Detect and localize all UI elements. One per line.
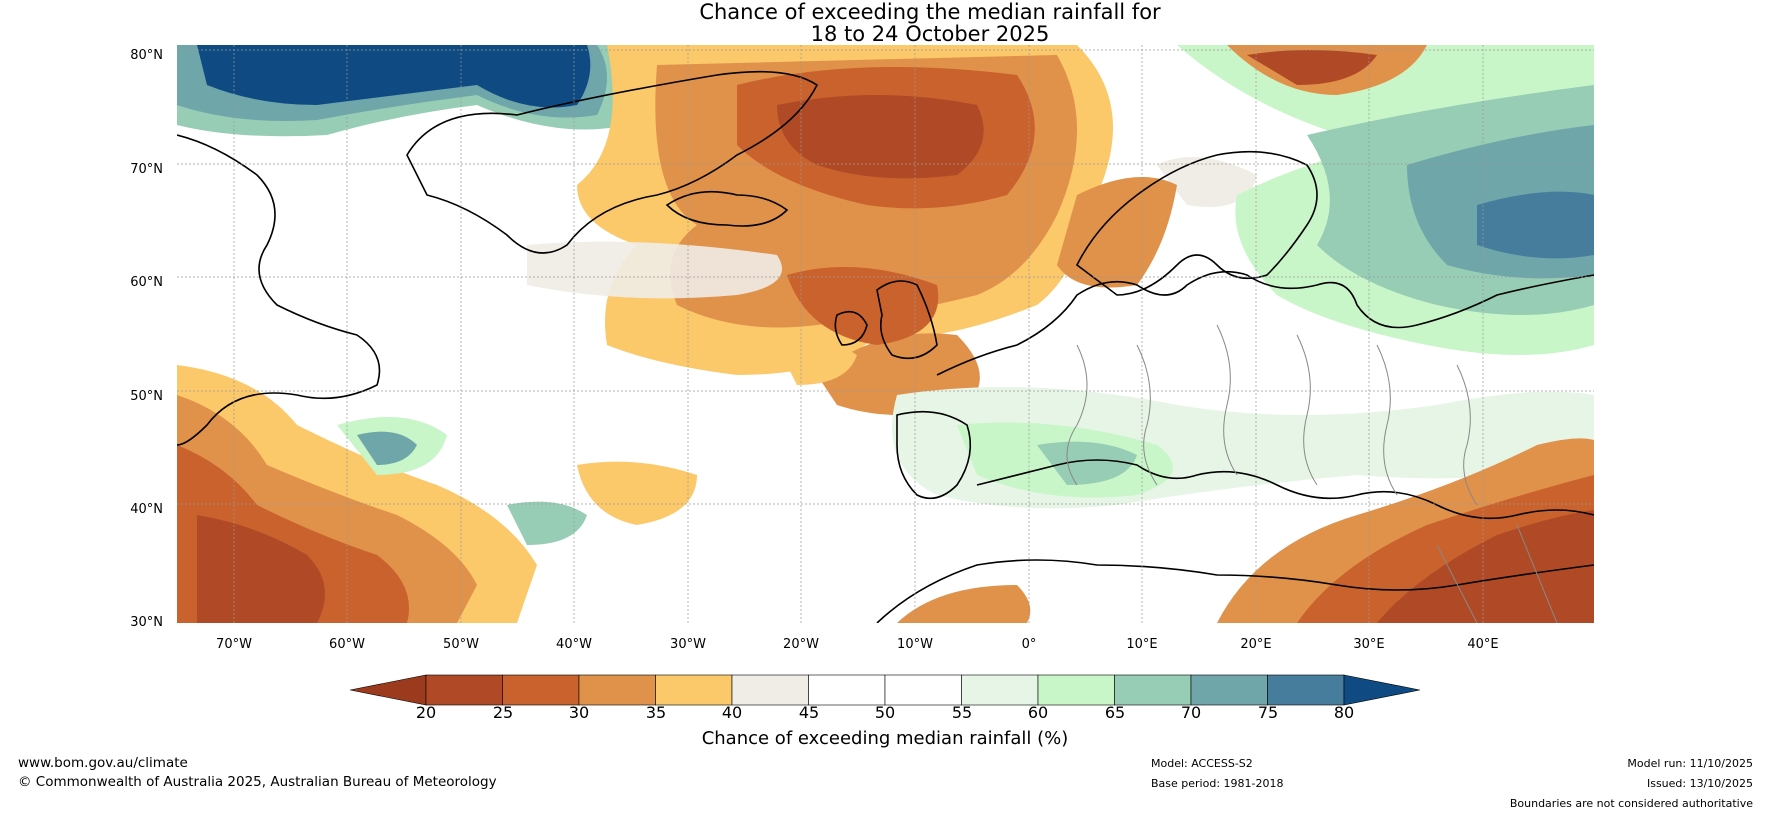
colorbar-extend-low — [350, 674, 427, 706]
colorbar-tick-65: 65 — [1104, 703, 1126, 722]
footer-disclaimer: Boundaries are not considered authoritat… — [1509, 797, 1753, 810]
colorbar-cell — [1190, 674, 1268, 706]
lat-label-40n: 40°N — [130, 502, 163, 517]
colorbar-cell — [655, 674, 733, 706]
colorbar-label: Chance of exceeding median rainfall (%) — [701, 728, 1069, 749]
colorbar-cell — [1114, 674, 1192, 706]
footer-copyright: © Commonwealth of Australia 2025, Austra… — [18, 774, 497, 790]
lon-label-10e: 10°E — [1126, 637, 1158, 652]
lat-label-80n: 80°N — [130, 48, 163, 63]
lon-label-60w: 60°W — [329, 637, 365, 652]
rainfall-map — [177, 45, 1594, 623]
colorbar-tick-20: 20 — [415, 703, 437, 722]
footer-base-period: Base period: 1981-2018 — [1151, 777, 1284, 790]
lon-label-10w: 10°W — [897, 637, 933, 652]
colorbar-tick-25: 25 — [492, 703, 514, 722]
lon-label-40e: 40°E — [1467, 637, 1499, 652]
lat-label-70n: 70°N — [130, 162, 163, 177]
lon-label-70w: 70°W — [216, 637, 252, 652]
lon-label-20e: 20°E — [1240, 637, 1272, 652]
lat-label-50n: 50°N — [130, 389, 163, 404]
lat-label-60n: 60°N — [130, 275, 163, 290]
lon-label-0: 0° — [1021, 637, 1037, 652]
colorbar-cell — [425, 674, 503, 706]
footer-issued: Issued: 13/10/2025 — [1646, 777, 1753, 790]
colorbar-tick-60: 60 — [1027, 703, 1049, 722]
colorbar-cell — [502, 674, 580, 706]
map-title-line2: 18 to 24 October 2025 — [810, 22, 1050, 46]
colorbar-tick-70: 70 — [1180, 703, 1202, 722]
footer-model: Model: ACCESS-S2 — [1151, 757, 1253, 770]
lon-label-40w: 40°W — [556, 637, 592, 652]
lon-label-30e: 30°E — [1353, 637, 1385, 652]
colorbar-tick-40: 40 — [721, 703, 743, 722]
colorbar — [350, 674, 1420, 706]
colorbar-tick-80: 80 — [1333, 703, 1355, 722]
colorbar-tick-30: 30 — [568, 703, 590, 722]
colorbar-tick-45: 45 — [798, 703, 820, 722]
lat-label-30n: 30°N — [130, 615, 163, 630]
colorbar-tick-50: 50 — [874, 703, 896, 722]
colorbar-cell — [1267, 674, 1345, 706]
map-title-line1: Chance of exceeding the median rainfall … — [699, 0, 1161, 24]
colorbar-tick-35: 35 — [645, 703, 667, 722]
footer-model-run: Model run: 11/10/2025 — [1627, 757, 1753, 770]
lon-label-30w: 30°W — [670, 637, 706, 652]
lon-label-50w: 50°W — [443, 637, 479, 652]
colorbar-cell — [731, 674, 809, 706]
colorbar-extend-high — [1343, 674, 1420, 706]
colorbar-cell — [884, 674, 962, 706]
colorbar-cell — [961, 674, 1039, 706]
colorbar-cell — [808, 674, 886, 706]
colorbar-cell — [578, 674, 656, 706]
lon-label-20w: 20°W — [783, 637, 819, 652]
colorbar-tick-55: 55 — [951, 703, 973, 722]
colorbar-tick-75: 75 — [1257, 703, 1279, 722]
footer-website: www.bom.gov.au/climate — [18, 755, 188, 771]
colorbar-cell — [1037, 674, 1115, 706]
